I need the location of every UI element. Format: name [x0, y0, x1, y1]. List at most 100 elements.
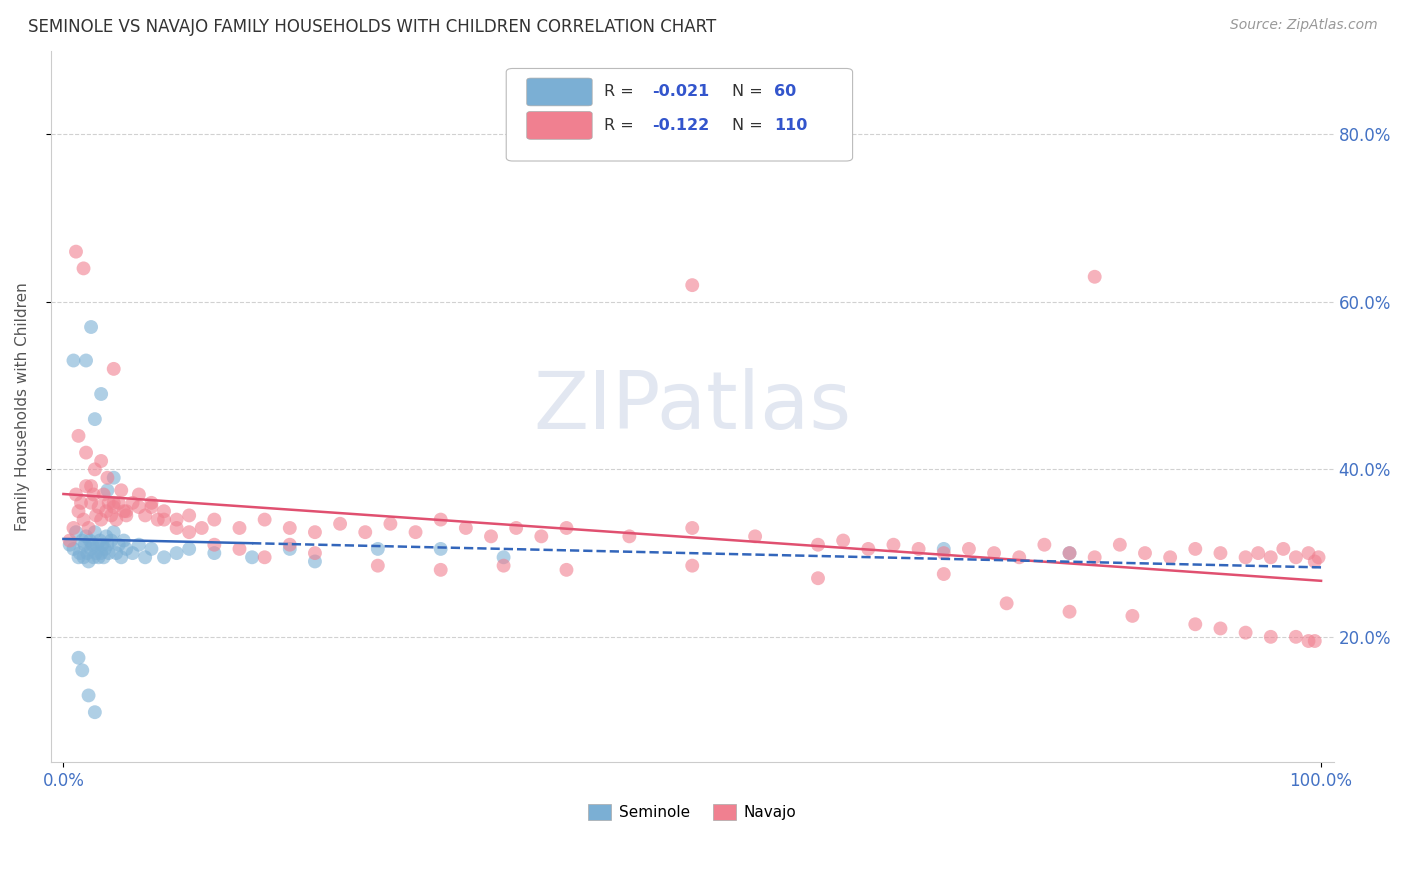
Point — [72, 533, 94, 548]
Point — [79, 533, 101, 548]
Point — [103, 362, 125, 376]
Point — [97, 546, 120, 560]
Point — [103, 496, 125, 510]
Point — [83, 705, 105, 719]
Point — [454, 521, 477, 535]
Point — [932, 567, 955, 582]
Point — [100, 533, 122, 548]
Point — [354, 525, 377, 540]
Point — [1234, 625, 1257, 640]
Point — [67, 429, 90, 443]
Point — [77, 689, 100, 703]
Point — [121, 546, 143, 560]
Point — [84, 546, 107, 560]
Point — [83, 412, 105, 426]
Point — [1260, 630, 1282, 644]
Point — [91, 538, 114, 552]
Text: 110: 110 — [775, 118, 807, 133]
Point — [179, 508, 201, 523]
Point — [1303, 634, 1326, 648]
Point — [1285, 630, 1308, 644]
Text: N =: N = — [733, 118, 768, 133]
Point — [1308, 550, 1330, 565]
Text: ZIPatlas: ZIPatlas — [533, 368, 851, 446]
Point — [76, 546, 98, 560]
Point — [1084, 269, 1107, 284]
Point — [304, 525, 326, 540]
Point — [115, 508, 138, 523]
Point — [1121, 608, 1143, 623]
Point — [304, 554, 326, 568]
Point — [107, 538, 129, 552]
Point — [103, 500, 125, 514]
Point — [278, 521, 301, 535]
Point — [83, 487, 105, 501]
Point — [121, 496, 143, 510]
Point — [367, 541, 389, 556]
Point — [1059, 605, 1081, 619]
FancyBboxPatch shape — [527, 78, 592, 106]
Point — [153, 513, 176, 527]
Point — [304, 546, 326, 560]
Point — [492, 558, 515, 573]
Point — [70, 496, 93, 510]
Point — [75, 445, 97, 459]
Point — [90, 513, 112, 527]
Point — [1059, 546, 1081, 560]
Point — [1298, 634, 1320, 648]
Point — [96, 529, 118, 543]
Point — [932, 546, 955, 560]
Point — [681, 558, 703, 573]
Point — [166, 513, 188, 527]
Point — [166, 546, 188, 560]
Point — [907, 541, 929, 556]
Point — [97, 496, 120, 510]
Point — [983, 546, 1005, 560]
Point — [67, 550, 90, 565]
Point — [110, 483, 132, 498]
Point — [681, 521, 703, 535]
Point — [107, 496, 129, 510]
Point — [429, 563, 451, 577]
Point — [1133, 546, 1156, 560]
Point — [62, 521, 84, 535]
Text: SEMINOLE VS NAVAJO FAMILY HOUSEHOLDS WITH CHILDREN CORRELATION CHART: SEMINOLE VS NAVAJO FAMILY HOUSEHOLDS WIT… — [28, 18, 717, 36]
Legend: Seminole, Navajo: Seminole, Navajo — [582, 797, 803, 826]
Point — [530, 529, 553, 543]
Point — [380, 516, 402, 531]
Point — [1184, 541, 1206, 556]
Point — [141, 496, 163, 510]
Point — [429, 541, 451, 556]
Point — [128, 500, 150, 514]
Point — [858, 541, 880, 556]
Point — [72, 513, 94, 527]
Point — [134, 508, 156, 523]
Point — [479, 529, 502, 543]
Point — [105, 513, 128, 527]
Point — [94, 541, 117, 556]
Point — [82, 538, 104, 552]
Point — [1260, 550, 1282, 565]
Point — [80, 541, 103, 556]
Point — [367, 558, 389, 573]
Point — [228, 541, 250, 556]
Point — [253, 513, 276, 527]
Point — [96, 504, 118, 518]
Point — [179, 525, 201, 540]
Point — [89, 533, 111, 548]
Point — [90, 454, 112, 468]
FancyBboxPatch shape — [527, 112, 592, 139]
Text: Source: ZipAtlas.com: Source: ZipAtlas.com — [1230, 18, 1378, 32]
Point — [405, 525, 427, 540]
Text: N =: N = — [733, 85, 768, 100]
Point — [65, 244, 87, 259]
Point — [1272, 541, 1295, 556]
Point — [65, 487, 87, 501]
Point — [80, 496, 103, 510]
Point — [1247, 546, 1270, 560]
Point — [103, 471, 125, 485]
Point — [240, 550, 263, 565]
Point — [112, 533, 135, 548]
Point — [128, 487, 150, 501]
Point — [105, 546, 128, 560]
